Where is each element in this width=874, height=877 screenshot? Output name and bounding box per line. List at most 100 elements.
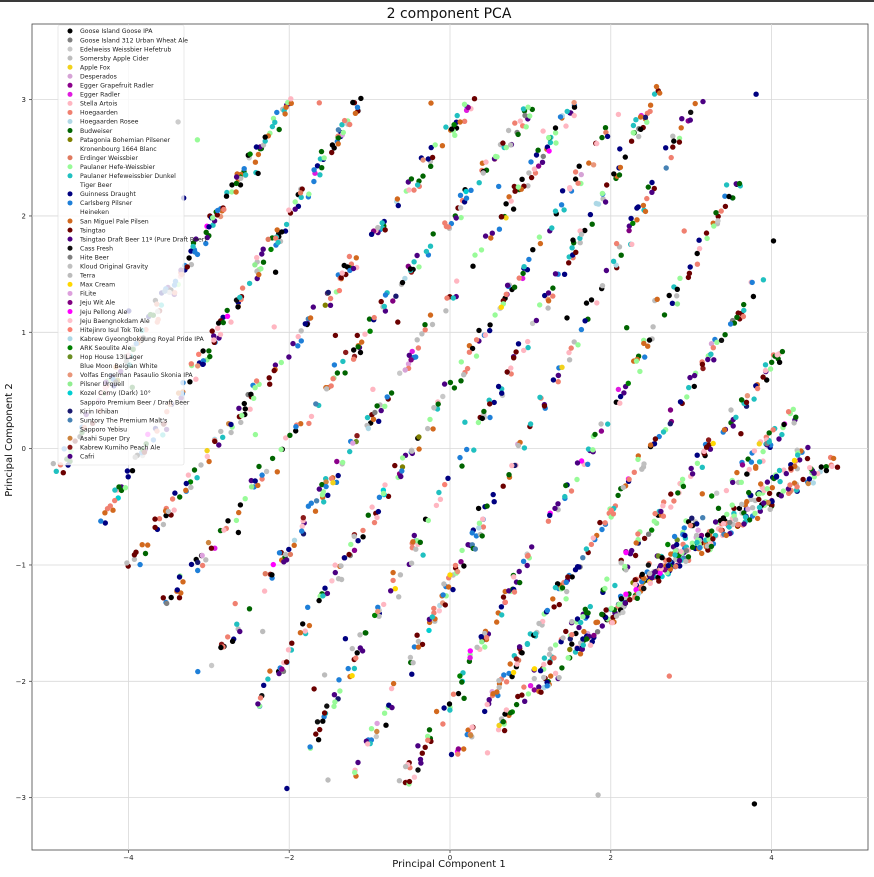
scatter-point [480,524,487,530]
scatter-point [247,406,253,412]
scatter-point [425,517,431,524]
scatter-point [677,563,683,569]
scatter-point [527,113,533,119]
scatter-point [406,187,412,193]
scatter-point [194,475,200,481]
scatter-point [441,381,448,387]
scatter-point [578,326,585,333]
scatter-point [475,419,482,426]
legend-entry: Sapporo Premium Beer / Draft Beer [80,399,190,406]
scatter-point [464,446,470,453]
scatter-point [255,701,261,707]
scatter-point [332,569,338,576]
scatter-point [125,474,131,480]
scatter-point [540,153,546,160]
scatter-point [467,655,473,661]
scatter-point [810,480,816,486]
scatter-point [203,229,209,235]
x-tick-label: 2 [609,854,613,862]
scatter-point [271,324,277,330]
scatter-point [484,750,491,756]
scatter-point [542,292,548,299]
scatter-point [229,182,235,188]
scatter-point [465,104,471,111]
scatter-point [425,156,431,162]
scatter-point [603,607,609,613]
scatter-point [406,352,412,358]
scatter-point [351,347,357,353]
scatter-point [552,670,559,676]
legend-marker [67,453,73,459]
y-tick-label: −3 [16,794,26,802]
scatter-point [762,367,769,374]
scatter-point [302,628,308,634]
scatter-point [350,440,356,446]
scatter-point [528,159,534,165]
scatter-point [190,243,196,250]
scatter-point [511,355,517,361]
scatter-point [721,427,728,433]
scatter-point [376,494,383,500]
scatter-point [705,547,711,553]
scatter-point [790,406,796,412]
scatter-point [541,403,548,409]
scatter-point [459,679,465,685]
scatter-point [351,547,358,553]
scatter-point [457,205,464,211]
scatter-point [398,473,404,480]
scatter-point [253,144,260,150]
scatter-point [375,508,382,515]
scatter-point [311,167,317,173]
scatter-point [102,520,109,526]
scatter-point [409,448,415,454]
scatter-point [298,421,304,427]
scatter-point [714,339,720,345]
scatter-point [642,208,649,215]
scatter-point [206,348,212,354]
scatter-point [532,631,539,637]
scatter-point [414,337,420,343]
scatter-point [252,478,258,484]
x-tick-label: 0 [448,854,452,862]
scatter-point [164,600,170,607]
scatter-point [224,313,231,319]
scatter-point [677,399,684,405]
scatter-point [651,518,657,524]
scatter-point [561,207,567,213]
scatter-point [626,227,632,234]
scatter-point [686,270,693,276]
scatter-point [267,381,273,387]
scatter-point [571,99,577,106]
scatter-point [260,259,267,265]
scatter-point [515,693,521,700]
scatter-point [279,229,285,235]
scatter-point [654,296,660,302]
legend-entry: ARK Seoulite Ale [80,345,132,352]
scatter-point [283,435,289,441]
scatter-point [516,275,522,281]
scatter-point [321,499,327,505]
scatter-point [259,472,265,478]
scatter-point [360,534,366,540]
scatter-point [375,608,381,615]
legend-entry: Hite Beer [80,254,109,261]
scatter-point [791,420,797,426]
scatter-point [281,559,287,565]
scatter-point [700,98,706,105]
scatter-point [645,562,652,568]
scatter-point [388,685,395,692]
scatter-point [525,344,531,351]
scatter-point [340,459,346,466]
scatter-point [710,440,716,447]
scatter-point [376,418,382,424]
scatter-point [694,250,700,257]
scatter-point [248,477,254,484]
scatter-point [378,298,384,305]
scatter-point [603,267,610,274]
legend-marker [67,435,73,441]
scatter-point [599,283,606,289]
scatter-point [195,559,201,565]
scatter-point [320,718,326,724]
legend-entry: Asahi Super Dry [80,435,130,442]
scatter-point [335,127,342,133]
